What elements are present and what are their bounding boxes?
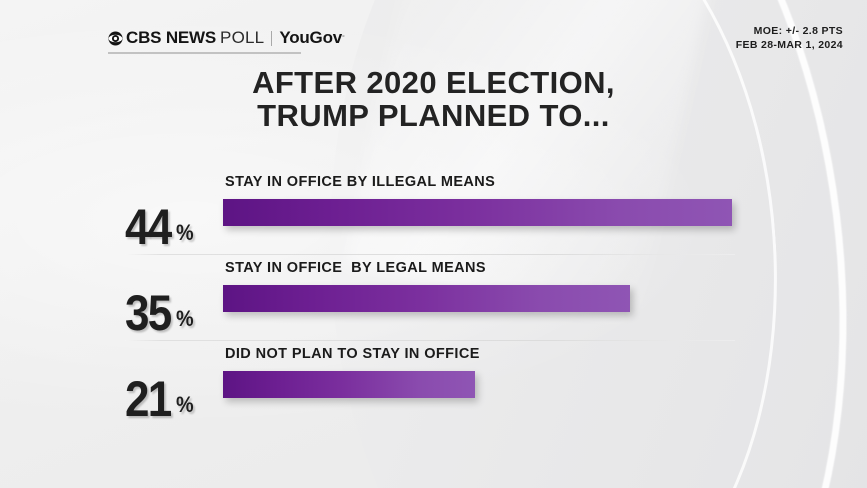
bar-track (223, 285, 630, 312)
row-separator (125, 340, 735, 341)
percent-symbol: % (175, 220, 194, 245)
bar-fill (223, 199, 732, 226)
brand-divider (271, 30, 273, 46)
row-separator (125, 254, 735, 255)
percent-symbol: % (175, 392, 194, 417)
page-title-line-2: TRUMP PLANNED TO... (257, 98, 610, 133)
category-label: STAY IN OFFICE BY LEGAL MEANS (225, 260, 486, 276)
percent-symbol: % (175, 306, 194, 331)
value-number: 35 (125, 285, 172, 341)
bar-track (223, 371, 475, 398)
page-title-line-1: AFTER 2020 ELECTION, (252, 65, 615, 100)
value-label: 35 % (125, 278, 221, 341)
bar-fill (223, 371, 475, 398)
value-number: 21 (125, 371, 172, 427)
bar-fill (223, 285, 630, 312)
poll-meta: MOE: +/- 2.8 PTS FEB 28-MAR 1, 2024 (736, 24, 843, 52)
bar-row: 35 % STAY IN OFFICE BY LEGAL MEANS (0, 254, 867, 340)
brand-underline (108, 52, 301, 54)
poll-wordmark: POLL (220, 28, 265, 47)
value-label: 44 % (125, 192, 221, 255)
bar-row: 44 % STAY IN OFFICE BY ILLEGAL MEANS (0, 168, 867, 254)
value-number: 44 (125, 199, 172, 255)
page-title: AFTER 2020 ELECTION, TRUMP PLANNED TO... (0, 66, 867, 132)
bar-row: 21 % DID NOT PLAN TO STAY IN OFFICE (0, 340, 867, 426)
category-label: DID NOT PLAN TO STAY IN OFFICE (225, 346, 480, 362)
bar-chart: 44 % STAY IN OFFICE BY ILLEGAL MEANS 35 … (0, 168, 867, 426)
bar-track (223, 199, 732, 226)
yougov-wordmark: YouGov (279, 28, 343, 47)
brand-lockup: CBS NEWS POLL YouGov ° (108, 28, 345, 48)
margin-of-error: MOE: +/- 2.8 PTS (753, 25, 843, 37)
yougov-trademark: ° (342, 34, 345, 42)
field-dates: FEB 28-MAR 1, 2024 (735, 39, 843, 51)
cbs-news-wordmark: CBS NEWS (126, 28, 217, 47)
value-label: 21 % (125, 364, 221, 427)
category-label: STAY IN OFFICE BY ILLEGAL MEANS (225, 174, 496, 190)
cbs-eye-icon (108, 30, 123, 46)
